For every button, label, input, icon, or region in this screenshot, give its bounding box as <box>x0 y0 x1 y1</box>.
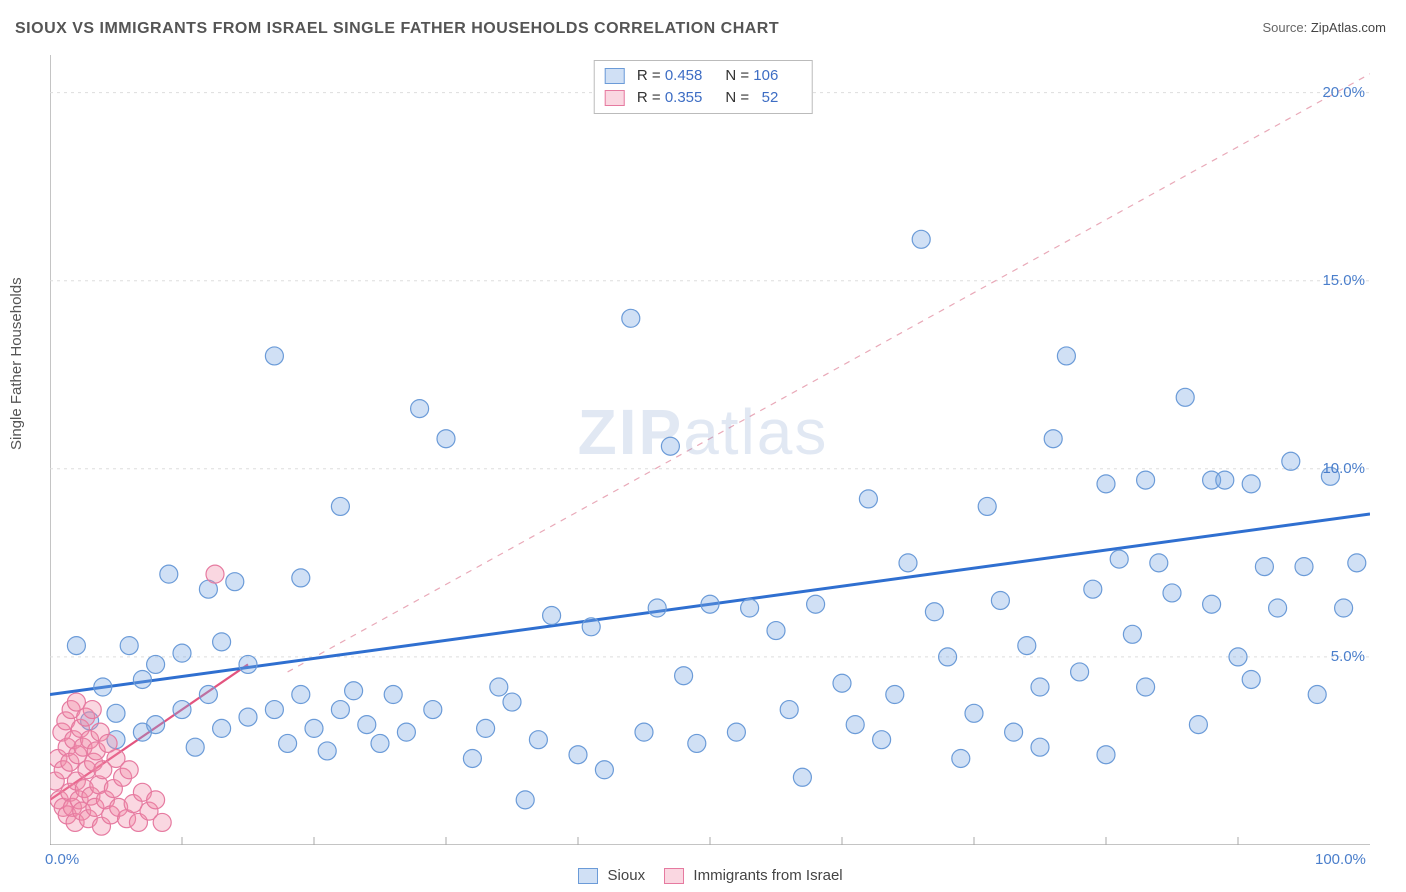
legend-label-israel: Immigrants from Israel <box>693 867 842 884</box>
r-value-2: 0.355 <box>665 87 713 109</box>
scatter-plot <box>50 55 1370 845</box>
legend-swatch-blue <box>605 68 625 84</box>
source-value: ZipAtlas.com <box>1311 20 1386 35</box>
legend-label-sioux: Sioux <box>608 867 646 884</box>
n-label: N = <box>725 89 749 106</box>
legend-row-1: R = 0.458 N = 106 <box>605 65 802 87</box>
y-tick-label: 15.0% <box>1310 272 1365 289</box>
r-value-1: 0.458 <box>665 65 713 87</box>
x-tick-label: 0.0% <box>45 851 79 868</box>
r-label: R = <box>637 67 661 84</box>
y-tick-label: 5.0% <box>1310 648 1365 665</box>
y-tick-label: 20.0% <box>1310 84 1365 101</box>
legend-row-2: R = 0.355 N = 52 <box>605 87 802 109</box>
y-axis-label: Single Father Households <box>8 277 25 450</box>
y-tick-label: 10.0% <box>1310 460 1365 477</box>
n-value-1: 106 <box>753 65 801 87</box>
x-tick-label: 100.0% <box>1315 851 1366 868</box>
correlation-legend: R = 0.458 N = 106 R = 0.355 N = 52 <box>594 60 813 114</box>
series-legend: Sioux Immigrants from Israel <box>0 867 1406 884</box>
source-label: Source: <box>1262 20 1310 35</box>
n-label: N = <box>725 67 749 84</box>
legend-swatch-sioux <box>578 868 598 884</box>
r-label: R = <box>637 89 661 106</box>
legend-swatch-israel <box>664 868 684 884</box>
chart-title: SIOUX VS IMMIGRANTS FROM ISRAEL SINGLE F… <box>15 20 779 38</box>
n-value-2: 52 <box>753 87 801 109</box>
legend-swatch-pink <box>605 90 625 106</box>
source-citation: Source: ZipAtlas.com <box>1262 20 1386 35</box>
